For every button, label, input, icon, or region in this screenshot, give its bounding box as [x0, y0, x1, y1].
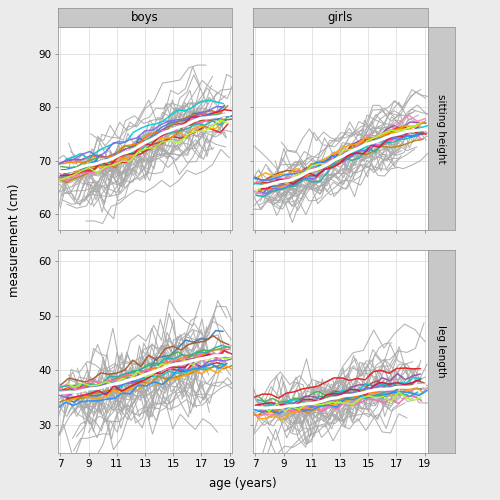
Text: leg length: leg length	[436, 325, 446, 378]
Text: boys: boys	[131, 12, 159, 24]
Text: girls: girls	[328, 12, 352, 24]
Text: age (years): age (years)	[208, 477, 276, 490]
Text: measurement (cm): measurement (cm)	[8, 183, 22, 296]
Text: sitting height: sitting height	[436, 94, 446, 164]
